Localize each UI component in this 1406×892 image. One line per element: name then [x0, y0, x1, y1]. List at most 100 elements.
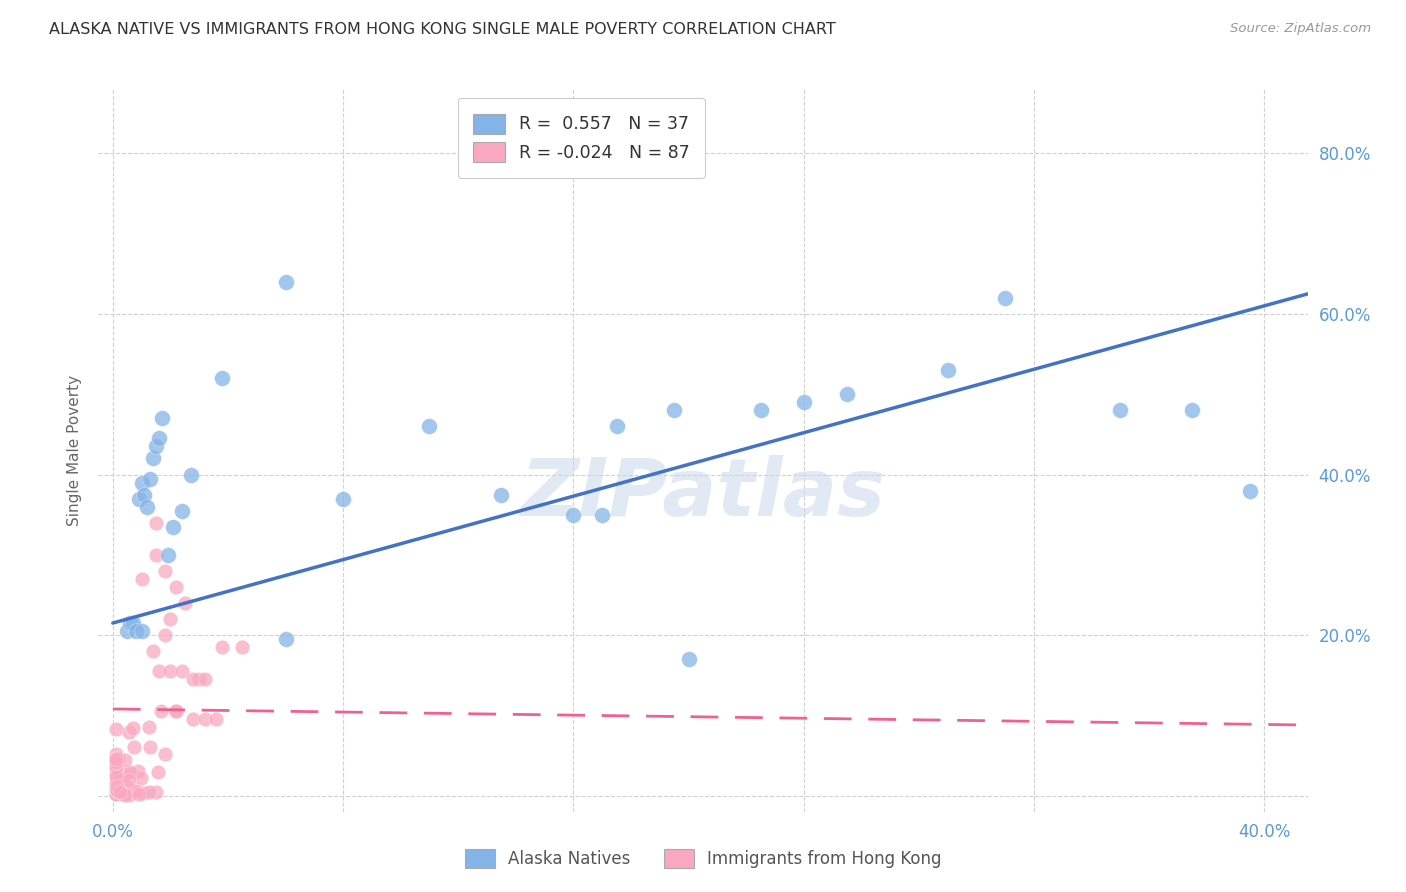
- Point: [112, 767, 135, 781]
- Point: [117, 782, 139, 797]
- Point: [150, 705, 173, 719]
- Y-axis label: Single Male Poverty: Single Male Poverty: [66, 375, 82, 526]
- Point: [131, 624, 153, 639]
- Point: [104, 787, 127, 801]
- Point: [105, 775, 128, 789]
- Point: [591, 508, 613, 522]
- Point: [105, 783, 128, 797]
- Point: [115, 624, 138, 639]
- Point: [117, 780, 139, 794]
- Point: [104, 783, 127, 797]
- Point: [107, 751, 129, 765]
- Point: [128, 787, 150, 801]
- Point: [142, 644, 165, 658]
- Point: [1239, 483, 1261, 498]
- Point: [104, 751, 127, 765]
- Point: [159, 664, 181, 678]
- Point: [104, 786, 127, 800]
- Point: [1181, 403, 1204, 417]
- Text: ALASKA NATIVE VS IMMIGRANTS FROM HONG KONG SINGLE MALE POVERTY CORRELATION CHART: ALASKA NATIVE VS IMMIGRANTS FROM HONG KO…: [49, 22, 837, 37]
- Point: [150, 411, 173, 425]
- Point: [129, 771, 152, 785]
- Point: [211, 640, 233, 655]
- Point: [110, 785, 132, 799]
- Point: [153, 628, 176, 642]
- Point: [131, 475, 153, 490]
- Point: [118, 765, 141, 780]
- Point: [664, 403, 686, 417]
- Point: [562, 508, 585, 522]
- Point: [115, 786, 138, 800]
- Point: [104, 782, 127, 797]
- Point: [138, 785, 160, 799]
- Point: [104, 766, 127, 780]
- Point: [170, 503, 193, 517]
- Point: [104, 760, 127, 774]
- Point: [139, 471, 162, 485]
- Text: ZIPatlas: ZIPatlas: [520, 455, 886, 533]
- Point: [118, 772, 141, 787]
- Point: [936, 363, 959, 377]
- Point: [678, 652, 700, 666]
- Point: [120, 783, 142, 797]
- Point: [104, 755, 127, 769]
- Point: [332, 491, 354, 506]
- Point: [274, 275, 297, 289]
- Point: [114, 753, 136, 767]
- Point: [165, 580, 187, 594]
- Point: [188, 673, 211, 687]
- Point: [118, 788, 141, 802]
- Point: [104, 723, 127, 737]
- Point: [115, 786, 138, 800]
- Text: Source: ZipAtlas.com: Source: ZipAtlas.com: [1230, 22, 1371, 36]
- Point: [148, 431, 170, 445]
- Point: [606, 419, 628, 434]
- Point: [211, 371, 233, 385]
- Point: [125, 624, 148, 639]
- Legend: Alaska Natives, Immigrants from Hong Kong: Alaska Natives, Immigrants from Hong Kon…: [458, 842, 948, 875]
- Point: [491, 487, 513, 501]
- Point: [122, 615, 145, 630]
- Point: [124, 739, 146, 754]
- Point: [105, 777, 128, 791]
- Point: [124, 784, 146, 798]
- Point: [165, 705, 187, 719]
- Point: [173, 596, 195, 610]
- Point: [108, 785, 131, 799]
- Point: [194, 712, 217, 726]
- Point: [793, 395, 815, 409]
- Point: [104, 752, 127, 766]
- Point: [118, 724, 141, 739]
- Point: [205, 712, 228, 726]
- Point: [139, 739, 162, 754]
- Point: [108, 772, 131, 786]
- Point: [107, 786, 129, 800]
- Point: [110, 774, 132, 789]
- Point: [136, 500, 159, 514]
- Point: [145, 439, 167, 453]
- Point: [108, 784, 131, 798]
- Point: [145, 785, 167, 799]
- Point: [108, 786, 131, 800]
- Point: [104, 747, 127, 762]
- Point: [125, 784, 148, 798]
- Point: [115, 766, 138, 780]
- Point: [107, 780, 129, 795]
- Point: [104, 770, 127, 784]
- Point: [128, 491, 150, 506]
- Point: [105, 784, 128, 798]
- Point: [274, 632, 297, 646]
- Point: [1109, 403, 1132, 417]
- Point: [131, 572, 153, 586]
- Point: [134, 487, 156, 501]
- Point: [194, 673, 217, 687]
- Point: [142, 451, 165, 466]
- Point: [138, 720, 160, 734]
- Point: [145, 516, 167, 530]
- Point: [835, 387, 858, 401]
- Point: [104, 787, 127, 801]
- Point: [122, 783, 145, 797]
- Point: [120, 783, 142, 797]
- Point: [183, 673, 205, 687]
- Point: [183, 712, 205, 726]
